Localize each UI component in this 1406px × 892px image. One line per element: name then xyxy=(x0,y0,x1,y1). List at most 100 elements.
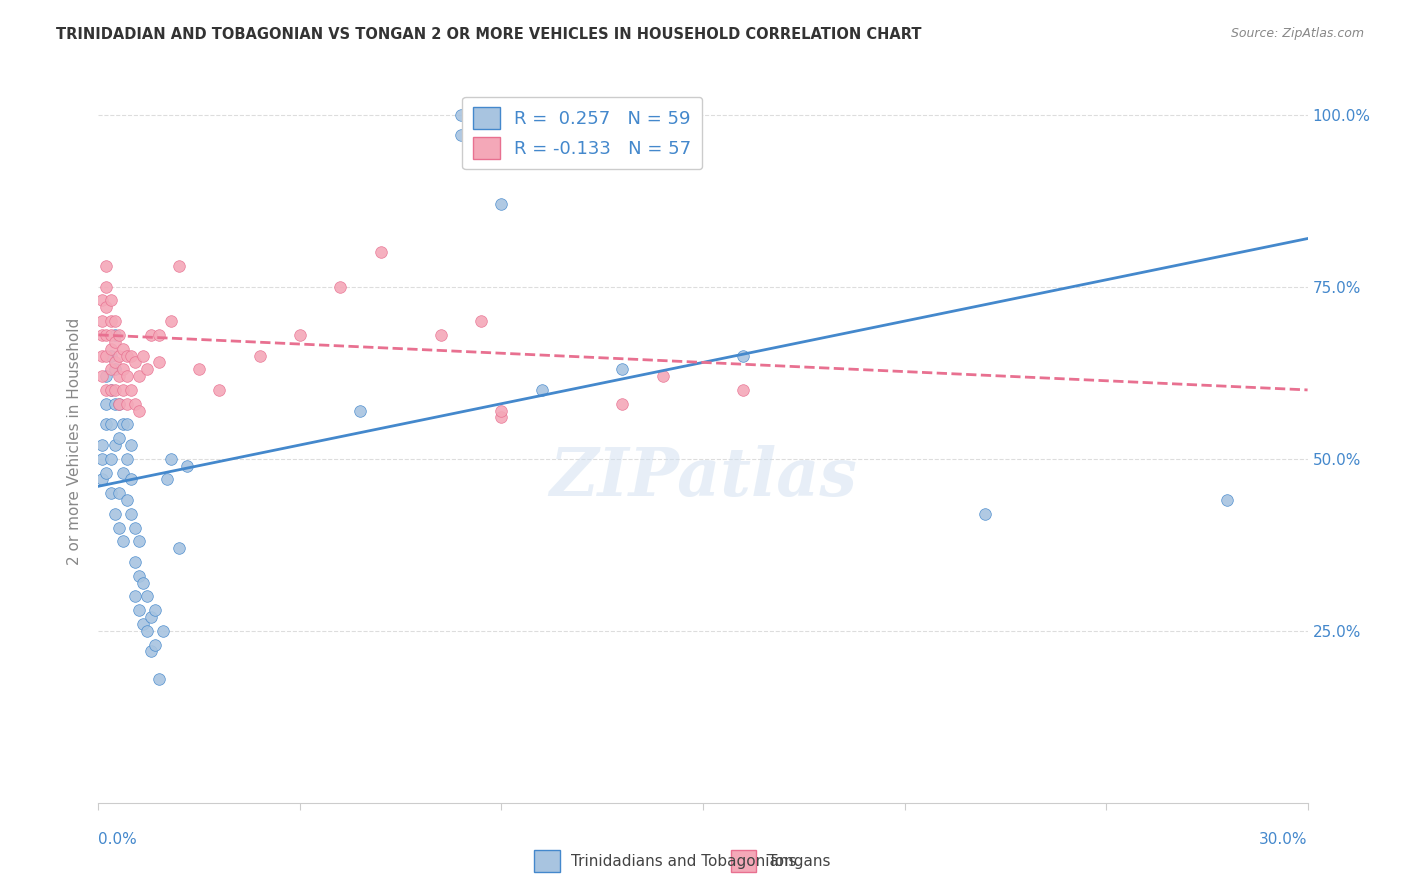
Text: Tongans: Tongans xyxy=(768,854,830,869)
Point xyxy=(651,369,673,384)
Point xyxy=(152,624,174,638)
Point xyxy=(115,397,138,411)
Text: Source: ZipAtlas.com: Source: ZipAtlas.com xyxy=(1230,27,1364,40)
Point xyxy=(124,355,146,369)
Point xyxy=(288,327,311,342)
Point xyxy=(103,438,125,452)
Point xyxy=(96,466,118,480)
Point xyxy=(139,327,162,342)
Point xyxy=(103,507,125,521)
Point xyxy=(103,334,125,349)
Point xyxy=(111,362,134,376)
Point xyxy=(96,397,118,411)
Point xyxy=(91,314,114,328)
Text: 0.0%: 0.0% xyxy=(98,831,138,847)
Point xyxy=(132,616,155,631)
Point xyxy=(103,327,125,342)
Point xyxy=(135,624,157,638)
Point xyxy=(167,259,190,273)
Point xyxy=(143,603,166,617)
Point xyxy=(115,493,138,508)
Point xyxy=(128,369,150,384)
Point xyxy=(128,568,150,582)
Point xyxy=(148,672,170,686)
Point xyxy=(208,383,231,397)
Point xyxy=(132,575,155,590)
Point xyxy=(91,451,114,466)
Point xyxy=(491,410,513,425)
Point xyxy=(612,397,634,411)
Point xyxy=(115,349,138,363)
Point xyxy=(128,534,150,549)
Point xyxy=(450,108,472,122)
Point xyxy=(733,383,755,397)
Point xyxy=(176,458,198,473)
Text: Trinidadians and Tobagonians: Trinidadians and Tobagonians xyxy=(571,854,796,869)
Point xyxy=(111,466,134,480)
Point xyxy=(115,451,138,466)
Point xyxy=(120,507,142,521)
Point xyxy=(249,349,271,363)
Point xyxy=(430,327,453,342)
Point xyxy=(96,279,118,293)
Point xyxy=(128,603,150,617)
Point xyxy=(120,472,142,486)
Point xyxy=(132,349,155,363)
Point xyxy=(160,314,183,328)
Point xyxy=(148,327,170,342)
Point xyxy=(120,383,142,397)
Point xyxy=(103,355,125,369)
Point xyxy=(491,403,513,417)
Point xyxy=(91,472,114,486)
Point xyxy=(91,369,114,384)
Point xyxy=(96,327,118,342)
Point xyxy=(91,349,114,363)
Point xyxy=(349,403,371,417)
Point xyxy=(120,438,142,452)
Point xyxy=(120,349,142,363)
Point xyxy=(733,349,755,363)
Point xyxy=(139,644,162,658)
Text: ZIPatlas: ZIPatlas xyxy=(550,445,856,510)
Point xyxy=(143,638,166,652)
Point xyxy=(103,397,125,411)
Point xyxy=(491,197,513,211)
Point xyxy=(91,293,114,308)
Point xyxy=(148,355,170,369)
Point xyxy=(128,403,150,417)
Point xyxy=(100,451,122,466)
Point xyxy=(612,362,634,376)
Point xyxy=(103,362,125,376)
Point xyxy=(115,417,138,432)
Point xyxy=(96,349,118,363)
Point xyxy=(124,520,146,534)
Point xyxy=(124,590,146,604)
Point xyxy=(96,369,118,384)
Point xyxy=(100,293,122,308)
Point xyxy=(91,327,114,342)
Point xyxy=(530,383,553,397)
Point xyxy=(107,397,129,411)
Point xyxy=(1216,493,1239,508)
Point xyxy=(111,534,134,549)
Text: 30.0%: 30.0% xyxy=(1260,831,1308,847)
Point xyxy=(100,383,122,397)
Point xyxy=(107,397,129,411)
Point xyxy=(107,369,129,384)
Y-axis label: 2 or more Vehicles in Household: 2 or more Vehicles in Household xyxy=(67,318,83,566)
Point xyxy=(124,555,146,569)
Point xyxy=(96,417,118,432)
Point xyxy=(103,383,125,397)
Point xyxy=(100,417,122,432)
Point xyxy=(107,486,129,500)
Point xyxy=(100,383,122,397)
Point xyxy=(156,472,179,486)
Point xyxy=(124,397,146,411)
Point xyxy=(111,342,134,356)
Point xyxy=(167,541,190,556)
Point xyxy=(135,362,157,376)
Point xyxy=(100,486,122,500)
Point xyxy=(188,362,211,376)
Point xyxy=(115,369,138,384)
Point xyxy=(107,349,129,363)
